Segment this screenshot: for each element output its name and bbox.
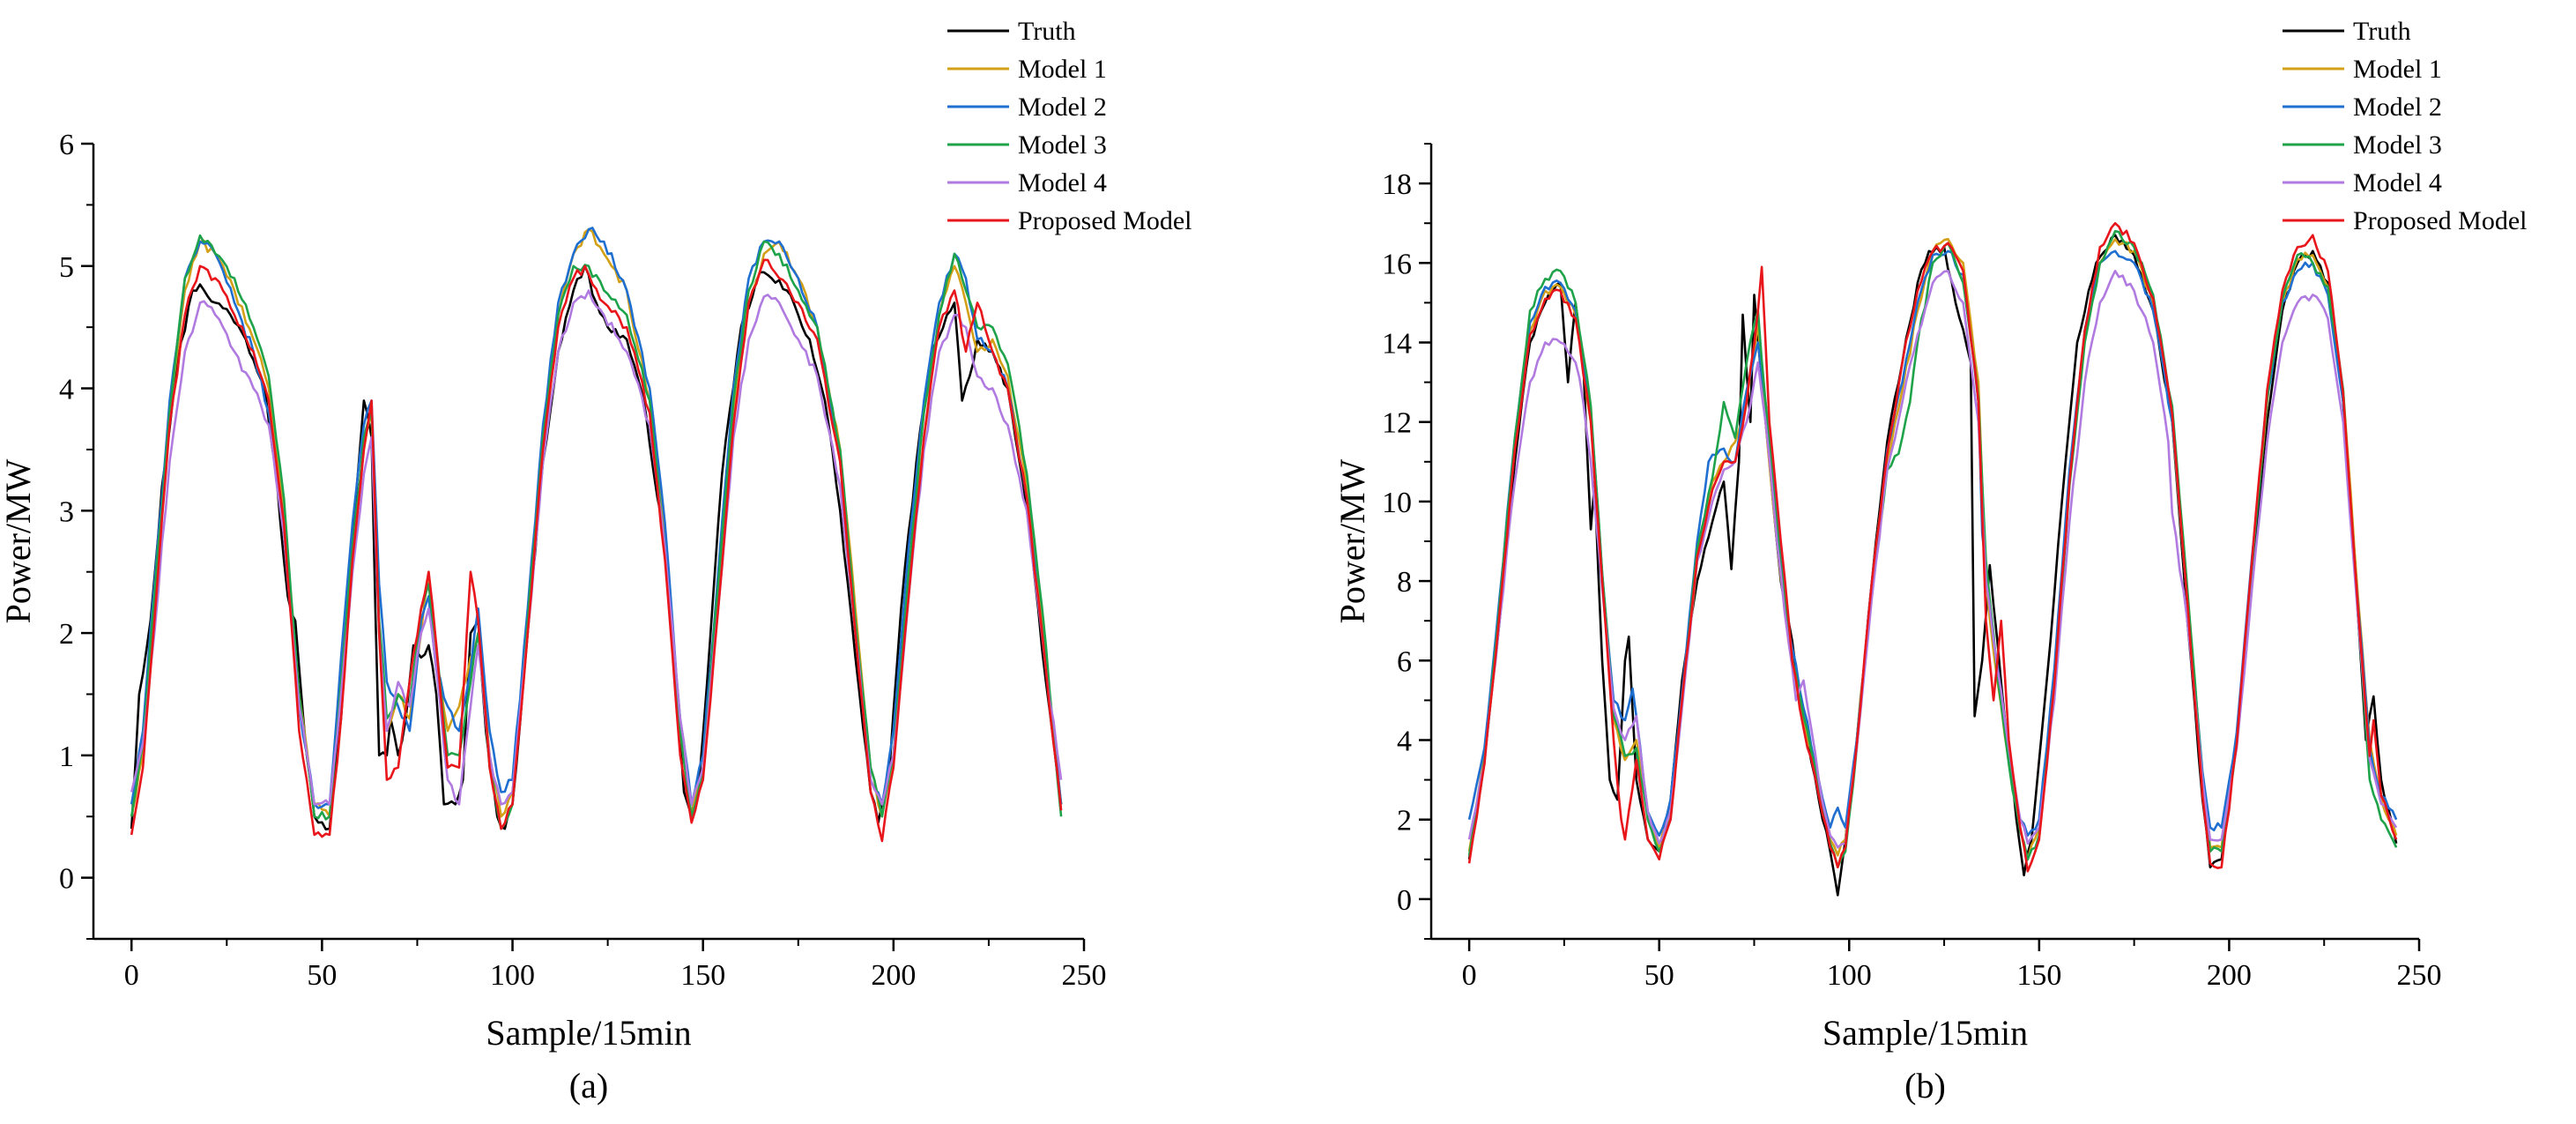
x-tick-label: 250 [2397, 959, 2442, 992]
series-line-model-1 [130, 227, 1063, 818]
x-tick-label: 50 [1644, 959, 1674, 992]
legend-label-model-3: Model 3 [1018, 130, 1107, 160]
x-tick-label: 150 [2016, 959, 2061, 992]
x-tick-label: 150 [680, 959, 725, 992]
legend-label-proposed-model: Proposed Model [1018, 206, 1192, 235]
x-tick-label: 0 [1462, 959, 1477, 992]
y-tick-label: 14 [1382, 328, 1412, 361]
series-line-model-4 [130, 289, 1063, 806]
x-tick-label: 100 [490, 959, 535, 992]
y-tick-label: 16 [1382, 248, 1412, 280]
series-line-model-4 [1467, 270, 2398, 849]
x-axis-title: Sample/15min [1823, 1013, 2028, 1053]
x-tick-label: 250 [1062, 959, 1107, 992]
legend-label-model-3: Model 3 [2353, 130, 2442, 160]
y-tick-label: 5 [59, 251, 74, 284]
y-tick-label: 12 [1382, 407, 1412, 440]
legend-label-proposed-model: Proposed Model [2353, 206, 2528, 235]
legend-label-truth: Truth [1018, 17, 1076, 46]
y-axis-title: Power/MW [0, 458, 38, 623]
panel-b: 0 50 100 150 200 250 0 2 4 6 8 10 12 14 16 18 Sample/15m… [1333, 17, 2528, 1105]
y-tick-label: 18 [1382, 168, 1412, 201]
panel-label: (a) [569, 1066, 608, 1105]
legend-label-model-4: Model 4 [2353, 168, 2442, 197]
x-tick-label: 0 [124, 959, 139, 992]
y-tick-label: 4 [59, 374, 74, 406]
legend-label-model-4: Model 4 [1018, 168, 1107, 197]
legend-label-model-2: Model 2 [1018, 93, 1107, 122]
x-tick-label: 200 [2207, 959, 2252, 992]
y-tick-label: 0 [1397, 884, 1412, 917]
x-tick-label: 100 [1827, 959, 1872, 992]
plot-area [130, 227, 1063, 843]
legend-label-model-1: Model 1 [2353, 55, 2442, 84]
x-tick-label: 200 [871, 959, 916, 992]
legend-label-truth: Truth [2353, 17, 2411, 46]
y-tick-label: 1 [59, 741, 74, 773]
y-tick-label: 6 [59, 129, 74, 161]
y-axis-title: Power/MW [1333, 458, 1372, 623]
y-tick-label: 0 [59, 863, 74, 896]
x-axis-title: Sample/15min [486, 1013, 691, 1053]
legend: Truth Model 1 Model 2 Model 3 Model 4 Propose… [947, 17, 1192, 235]
x-tick-label: 50 [307, 959, 337, 992]
y-tick-label: 10 [1382, 487, 1412, 519]
series-line-model-2 [130, 227, 1063, 809]
series-line-truth [130, 264, 1063, 830]
series-line-model-3 [130, 234, 1063, 830]
y-tick-label: 3 [59, 495, 74, 528]
plot-area [1467, 221, 2398, 897]
panel-label: (b) [1904, 1066, 1946, 1105]
legend: Truth Model 1 Model 2 Model 3 Model 4 Propose… [2283, 17, 2528, 235]
y-tick-label: 6 [1397, 645, 1412, 678]
y-tick-label: 2 [59, 618, 74, 651]
legend-label-model-2: Model 2 [2353, 93, 2442, 122]
y-tick-label: 4 [1397, 726, 1412, 758]
legend-label-model-1: Model 1 [1018, 55, 1107, 84]
series-line-proposed-model [130, 258, 1063, 843]
series-line-proposed-model [1467, 221, 2398, 873]
series-line-truth [1467, 234, 2398, 897]
y-tick-label: 2 [1397, 805, 1412, 837]
panel-a: 0 50 100 150 200 250 0 1 2 3 4 5 6 Sample/15min Power/… [0, 17, 1192, 1105]
y-tick-label: 8 [1397, 566, 1412, 599]
